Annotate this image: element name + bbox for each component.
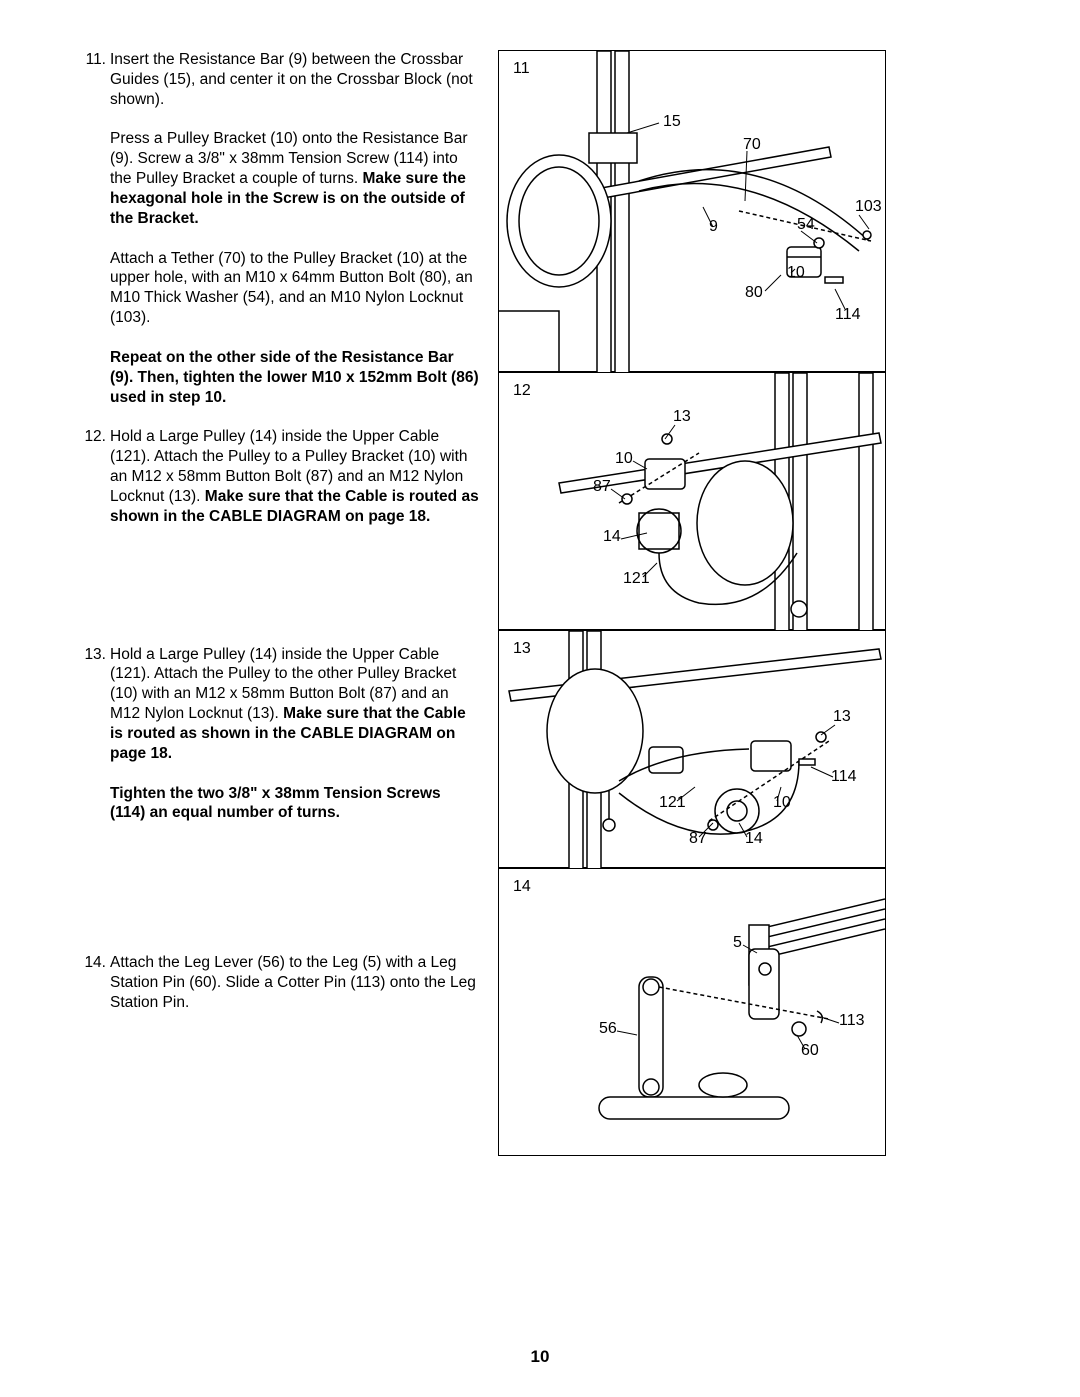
step-number: 11.	[80, 50, 110, 407]
callout-label: 121	[623, 570, 650, 587]
callout-label: 114	[835, 306, 861, 323]
figure-panel: 11 15 70 103 9 54 10 80 114	[498, 50, 886, 372]
step-number: 12.	[80, 427, 110, 526]
figure-panel: 13 13 114 121 10 87 14	[498, 630, 886, 868]
callout-label: 121	[659, 794, 686, 811]
step-body: Hold a Large Pulley (14) inside the Uppe…	[110, 427, 480, 526]
callout-label: 114	[831, 768, 857, 785]
figure-panel: 14 5 56 113 60	[498, 868, 886, 1156]
paragraph: Press a Pulley Bracket (10) onto the Res…	[110, 129, 480, 228]
callout-label: 54	[797, 216, 815, 233]
paragraph: Hold a Large Pulley (14) inside the Uppe…	[110, 645, 480, 764]
page-number: 10	[0, 1347, 1080, 1367]
callout-label: 11	[513, 60, 530, 77]
paragraph: Attach a Tether (70) to the Pulley Brack…	[110, 249, 480, 328]
callout-label: 87	[689, 830, 707, 847]
callout-label: 10	[773, 794, 791, 811]
paragraph: Repeat on the other side of the Resistan…	[110, 348, 480, 407]
callout-label: 56	[599, 1020, 617, 1037]
step: 13.Hold a Large Pulley (14) inside the U…	[80, 645, 480, 824]
paragraph: Attach the Leg Lever (56) to the Leg (5)…	[110, 953, 480, 1012]
step: 14.Attach the Leg Lever (56) to the Leg …	[80, 953, 480, 1012]
callout-label: 14	[513, 878, 531, 895]
callout-label: 60	[801, 1042, 819, 1059]
instruction-column: 11.Insert the Resistance Bar (9) between…	[80, 50, 480, 1156]
two-column-layout: 11.Insert the Resistance Bar (9) between…	[80, 50, 1020, 1156]
callout-label: 70	[743, 136, 761, 153]
step-number: 13.	[80, 645, 110, 824]
callout-label: 10	[615, 450, 633, 467]
paragraph: Insert the Resistance Bar (9) between th…	[110, 50, 480, 109]
figure-column: 1115701039541080114121310871412113131141…	[498, 50, 886, 1156]
text-run: Attach a Tether (70) to the Pulley Brack…	[110, 250, 473, 326]
callout-label: 9	[709, 218, 718, 235]
callout-label: 10	[787, 264, 805, 281]
paragraph: Tighten the two 3/8" x 38mm Tension Scre…	[110, 784, 480, 824]
step-body: Hold a Large Pulley (14) inside the Uppe…	[110, 645, 480, 824]
paragraph: Hold a Large Pulley (14) inside the Uppe…	[110, 427, 480, 526]
callout-label: 13	[673, 408, 691, 425]
step: 12.Hold a Large Pulley (14) inside the U…	[80, 427, 480, 526]
callout-label: 113	[839, 1012, 865, 1029]
callout-label: 14	[603, 528, 621, 545]
text-run: Insert the Resistance Bar (9) between th…	[110, 51, 473, 108]
callout-label: 15	[663, 113, 681, 130]
step-body: Attach the Leg Lever (56) to the Leg (5)…	[110, 953, 480, 1012]
callout-label: 80	[745, 284, 763, 301]
callout-label: 12	[513, 382, 531, 399]
text-run: Attach the Leg Lever (56) to the Leg (5)…	[110, 954, 476, 1011]
callout-label: 13	[513, 640, 531, 657]
step: 11.Insert the Resistance Bar (9) between…	[80, 50, 480, 407]
step-number: 14.	[80, 953, 110, 1012]
callout-label: 87	[593, 478, 611, 495]
step-body: Insert the Resistance Bar (9) between th…	[110, 50, 480, 407]
callout-label: 13	[833, 708, 851, 725]
figure-panel: 12 13 1087 14 121	[498, 372, 886, 630]
manual-page: 11.Insert the Resistance Bar (9) between…	[0, 0, 1080, 1397]
text-run: Repeat on the other side of the Resistan…	[110, 349, 479, 406]
text-run: Tighten the two 3/8" x 38mm Tension Scre…	[110, 785, 441, 822]
callout-label: 14	[745, 830, 763, 847]
callout-label: 5	[733, 934, 742, 951]
callout-label: 103	[855, 198, 882, 215]
